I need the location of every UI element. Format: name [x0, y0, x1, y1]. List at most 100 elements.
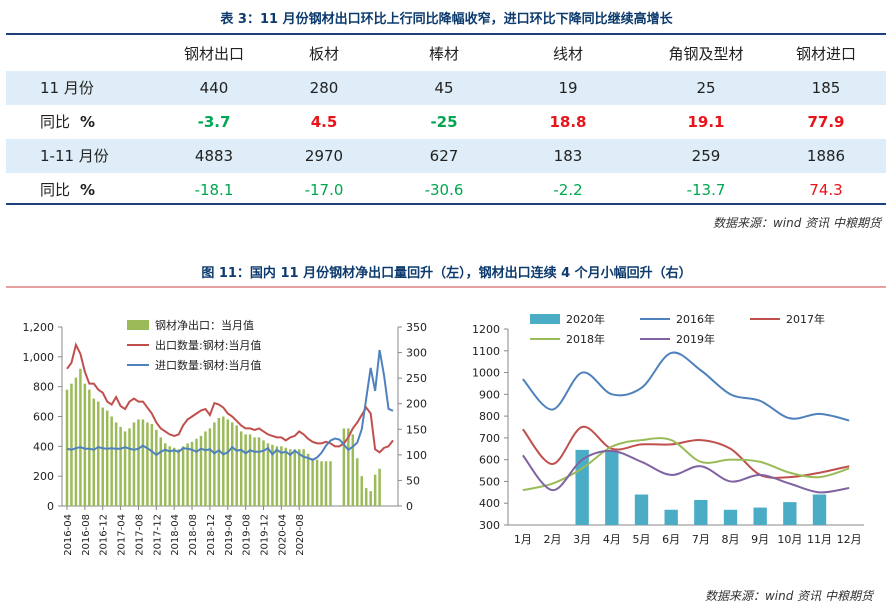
right-y-tick-label: 50	[406, 474, 420, 487]
net-export-bar	[190, 441, 194, 506]
bar-2020	[783, 502, 797, 525]
table-top-rule	[6, 33, 886, 35]
net-export-bar	[70, 383, 73, 506]
figure-title: 图 11：国内 11 月份钢材净出口量回升（左），钢材出口连续 4 个月小幅回升…	[201, 266, 692, 281]
legend-label-2020年: 2020年	[566, 312, 605, 326]
net-export-bar	[297, 449, 301, 506]
legend-label-2016年: 2016年	[676, 312, 715, 326]
net-export-bar	[83, 383, 87, 506]
net-export-bar	[226, 419, 230, 506]
net-export-bar	[244, 434, 247, 506]
net-export-bar	[132, 422, 136, 506]
net-export-bar	[79, 368, 82, 506]
x-tick-label: 2017-08	[134, 514, 145, 556]
legend-label-2017年: 2017年	[786, 312, 825, 326]
table-cell: 259	[691, 147, 721, 165]
legend-label-net-export: 钢材净出口：当月值	[155, 318, 254, 332]
net-export-bar	[266, 443, 270, 506]
x-tick-label: 10月	[777, 533, 802, 546]
net-export-bar	[177, 449, 180, 506]
right-y-tick-label: 150	[406, 423, 427, 436]
net-export-bar	[105, 410, 109, 506]
net-export-bar	[284, 447, 288, 506]
net-export-bar	[65, 389, 69, 506]
net-export-bar	[253, 437, 256, 506]
row-unit: %	[80, 181, 96, 199]
legend-label-export: 出口数量:钢材:当月值	[155, 338, 261, 352]
table-header-cell: 钢材出口	[183, 45, 244, 63]
x-tick-label: 2月	[544, 533, 562, 546]
net-export-bar	[114, 422, 118, 506]
net-export-bar	[356, 458, 359, 506]
x-tick-label: 11月	[807, 533, 832, 546]
row-label: 同比%	[6, 173, 188, 207]
row-label-text: 同比	[40, 113, 71, 131]
net-export-bar	[320, 461, 323, 506]
net-export-bar	[208, 428, 212, 506]
net-export-bar	[97, 401, 100, 506]
row-label: 11 月份	[6, 71, 188, 105]
y-tick-label: 500	[479, 475, 500, 488]
net-export-bar	[195, 438, 198, 506]
net-export-bar	[163, 443, 167, 506]
bar-2020	[694, 499, 708, 525]
series-line-2017年	[522, 425, 850, 479]
legend-label-2018年: 2018年	[566, 332, 605, 346]
x-tick-label: 2019-04	[224, 514, 235, 556]
net-export-bar	[213, 422, 216, 506]
y-tick-label: 1200	[472, 323, 500, 336]
net-export-bar	[311, 458, 314, 506]
net-export-bar	[324, 461, 328, 506]
table-row: 同比% -18.1 -17.0 -30.6 -2.2 -13.7 74.3	[6, 173, 886, 207]
net-export-bar	[235, 425, 238, 506]
left-y-tick-label: 0	[47, 500, 54, 513]
row-label-text: 1-11 月份	[40, 147, 109, 165]
net-export-bar	[378, 468, 381, 506]
x-tick-label: 2016-04	[63, 514, 74, 556]
net-export-bar	[306, 453, 310, 506]
net-export-bar	[275, 446, 279, 506]
net-export-bar	[159, 437, 163, 506]
net-export-bar	[271, 444, 274, 506]
table-row: 1-11 月份 4883 2970 627 183 259 1886	[6, 139, 886, 173]
y-tick-label: 300	[479, 519, 500, 532]
net-export-bar	[373, 474, 377, 506]
table-cell: 45	[434, 79, 454, 97]
table-source-note: 数据来源：wind 资讯 中粮期货	[712, 216, 881, 230]
net-export-bar	[351, 434, 355, 506]
x-tick-label: 2019-12	[259, 514, 270, 556]
net-export-bar	[92, 398, 96, 506]
net-export-bar	[123, 431, 127, 506]
x-tick-label: 2018-04	[170, 514, 181, 556]
table-cell: 185	[811, 79, 841, 97]
legend-swatch-2020年	[530, 314, 560, 324]
x-tick-label: 2018-12	[206, 514, 217, 556]
right-y-tick-label: 200	[406, 398, 427, 411]
net-export-bar	[168, 446, 171, 506]
net-export-bar	[101, 407, 104, 506]
x-tick-label: 2017-12	[152, 514, 163, 556]
table-cell: 280	[309, 79, 339, 97]
import-series-line	[66, 349, 394, 462]
net-export-bar	[119, 426, 122, 506]
right-y-tick-label: 350	[406, 321, 427, 334]
net-export-bar	[280, 446, 283, 506]
bar-2020	[605, 450, 619, 525]
net-export-bar	[146, 422, 149, 506]
x-tick-label: 4月	[603, 533, 621, 546]
row-label: 同比%	[6, 105, 188, 139]
table-row: 11 月份 440 280 45 19 25 185	[6, 71, 886, 105]
x-tick-label: 5月	[633, 533, 651, 546]
figure-title-rule	[6, 286, 886, 288]
y-tick-label: 900	[479, 388, 500, 401]
table-header-cell: 线材	[552, 45, 583, 63]
x-tick-label: 6月	[662, 533, 680, 546]
series-line-2016年	[522, 351, 850, 422]
series-line-2018年	[522, 437, 850, 492]
right-chart: 300 400 500 600 700 800 900 1000 1100 1200 1月 2月 3月 4…	[472, 312, 864, 546]
table-cell: 19.1	[687, 113, 725, 131]
export-series-line	[66, 342, 394, 454]
x-tick-label: 12月	[837, 533, 862, 546]
table-bottom-rule	[6, 203, 886, 205]
table-title: 表 3：11 月份钢材出口环比上行同比降幅收窄，进口环比下降同比继续高增长	[220, 12, 673, 27]
